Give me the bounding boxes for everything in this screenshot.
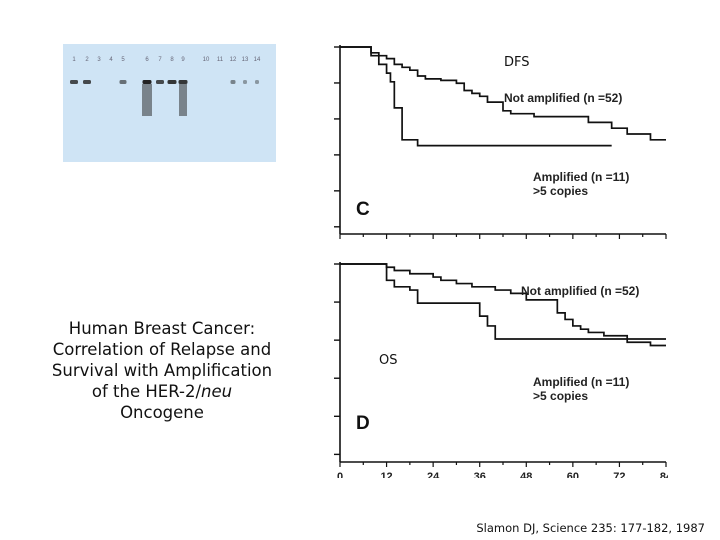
series-line-amplified [340,46,612,147]
series-label: Amplified (n =11) [533,170,629,184]
x-tick-label: 48 [520,471,532,478]
series-label: Not amplified (n =52) [504,91,622,105]
series-label-line-2: >5 copies [533,389,588,403]
x-tick-label: 12 [380,471,392,478]
x-tick-label: 84 [660,471,668,478]
x-tick-label: 36 [474,471,486,478]
series-label: Amplified (n =11) [533,375,629,389]
x-tick-label: 0 [337,471,343,478]
lane-label: 5 [121,57,125,63]
chart-title: OS [379,353,397,368]
caption-line-1: Human Breast Cancer: [68,319,256,338]
caption-line-4: of the HER-2/neu [40,381,284,402]
lane-label-group: 1 2 3 4 5 6 7 8 9 10 11 12 13 14 [72,57,261,63]
series-label-line-2: >5 copies [533,184,588,198]
blot-background [63,44,276,162]
caption-text: Human Breast Cancer: Correlation of Rela… [40,318,284,423]
gel-blot-graphic: 1 2 3 4 5 6 7 8 9 10 11 12 13 14 [63,44,276,162]
blot-band [83,80,91,84]
lane-label: 1 [72,57,76,63]
blot-band [167,80,177,84]
series-label: Not amplified (n =52) [521,284,639,298]
lane-label: 13 [242,57,249,63]
lane-label: 7 [158,57,162,63]
caption-line-5: Oncogene [120,403,204,422]
blot-band [119,80,127,84]
lane-label: 14 [254,57,261,63]
lane-label: 10 [203,57,210,63]
band-group [70,80,259,116]
blot-band [156,80,164,84]
blot-band [178,80,188,84]
caption-line-3: Survival with Amplification [51,361,273,380]
blot-band [255,80,259,84]
os-chart-panel: Not amplified (n =52) Amplified (n =11)>5… [334,262,668,478]
lane-label: 3 [97,57,101,63]
blot-band [230,80,236,84]
x-tick-label: 72 [613,471,625,478]
blot-smear [179,84,187,116]
x-tick-label: 60 [567,471,579,478]
series-line-amplified [340,263,666,340]
blot-smear [142,84,152,116]
caption-line-2: Correlation of Relapse and [52,340,272,359]
lane-label: 11 [217,57,224,63]
x-tick-label: 24 [427,471,440,478]
series-line-not-amplified [340,263,666,347]
lane-label: 6 [145,57,149,63]
blot-band [142,80,152,84]
lane-label: 9 [181,57,185,63]
dfs-chart-panel: Not amplified (n =52) Amplified (n =11)>5… [334,45,667,239]
series-line-not-amplified [340,46,666,141]
lane-label: 2 [85,57,89,63]
panel-letter: D [356,413,370,434]
lane-label: 8 [170,57,174,63]
lane-label: 4 [109,57,113,63]
caption-gene-name: neu [201,382,233,401]
blot-band [70,80,78,84]
chart-title: DFS [504,55,530,70]
panel-letter: C [356,199,370,220]
blot-band [243,80,247,84]
gel-blot-image: 1 2 3 4 5 6 7 8 9 10 11 12 13 14 [63,44,276,162]
survival-charts: Not amplified (n =52)Amplified (n =11)>5… [334,45,668,478]
caption-line-4-prefix: of the HER-2/ [91,382,202,401]
lane-label: 12 [230,57,237,63]
citation-text: Slamon DJ, Science 235: 177-182, 1987 [476,521,705,535]
